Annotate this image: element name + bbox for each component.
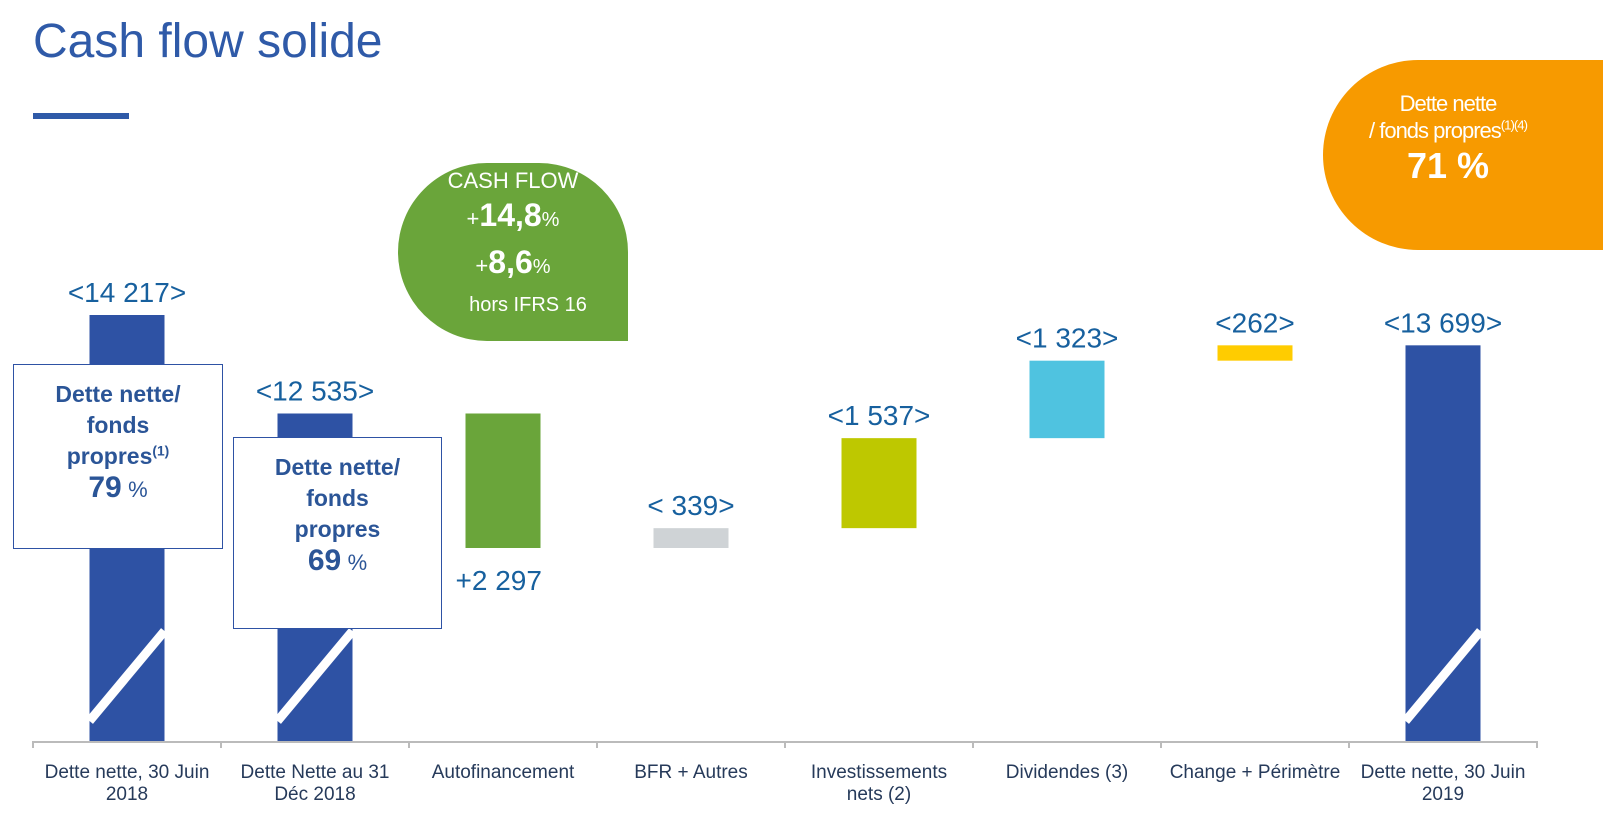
x-tick-label: Autofinancement	[431, 762, 575, 783]
value-label: <13 699>	[1384, 307, 1502, 338]
bar	[653, 528, 729, 548]
cash-flow-bubble: CASH FLOW +14,8% +8,6% hors IFRS 16	[398, 163, 628, 341]
sign: +	[466, 206, 480, 231]
value-label: <262>	[1215, 307, 1294, 338]
bar	[465, 413, 541, 548]
ratio-line2: / fonds propres	[1369, 118, 1502, 143]
box-value: 79	[88, 471, 122, 504]
ratio-box: Dette nette/ fonds propres(1) 79 %	[13, 364, 223, 549]
title-rule	[33, 113, 129, 119]
unit: %	[541, 209, 560, 231]
value: 8,6	[488, 244, 533, 280]
box-unit: %	[128, 477, 148, 502]
x-tick-label: Dette nette, 30 Juin 2019	[1360, 762, 1526, 805]
value-label: +2 297	[456, 565, 542, 596]
ratio-line1: Dette nette	[1399, 91, 1498, 116]
ratio-box: Dette nette/ fonds propres 69 %	[233, 437, 442, 629]
ratio-value: 71 %	[1406, 145, 1490, 186]
bar	[1217, 345, 1293, 361]
bar	[841, 438, 917, 529]
bubble-title: CASH FLOW	[447, 168, 579, 193]
bubble-note: hors IFRS 16	[469, 294, 587, 316]
axis-break	[274, 628, 356, 724]
axis-break	[1402, 628, 1484, 724]
x-tick-label: Change + Périmètre	[1169, 762, 1341, 783]
box-text: Dette nette/ fonds propres	[55, 381, 181, 469]
x-tick-label: Dette Nette au 31 Déc 2018	[240, 762, 390, 805]
value-label: <1 537>	[828, 400, 931, 431]
bar	[1029, 360, 1105, 439]
box-value: 69	[307, 544, 342, 577]
ratio-sup: (1)(4)	[1500, 117, 1528, 133]
value: 14,8	[479, 197, 542, 233]
box-sup: (1)	[152, 443, 170, 459]
axis-break	[86, 628, 168, 724]
unit: %	[532, 256, 551, 278]
x-tick-label: Investissements nets (2)	[810, 762, 948, 805]
bubble-line: +14,8%	[398, 195, 628, 242]
sign: +	[475, 253, 489, 278]
value-label: < 339>	[647, 490, 734, 521]
value-label: <12 535>	[256, 375, 374, 406]
bubble-line: +8,6%	[398, 242, 628, 289]
box-text: Dette nette/ fonds propres	[274, 454, 401, 542]
x-tick-label: BFR + Autres	[634, 762, 748, 783]
value-label: <14 217>	[68, 277, 186, 308]
x-tick-label: Dette nette, 30 Juin 2018	[44, 762, 210, 805]
ratio-bubble: Dette nette / fonds propres(1)(4) 71 %	[1323, 60, 1603, 250]
x-tick-label: Dividendes (3)	[1005, 762, 1129, 783]
box-unit: %	[347, 550, 368, 575]
value-label: <1 323>	[1016, 323, 1119, 354]
title: Cash flow solide	[33, 15, 383, 68]
